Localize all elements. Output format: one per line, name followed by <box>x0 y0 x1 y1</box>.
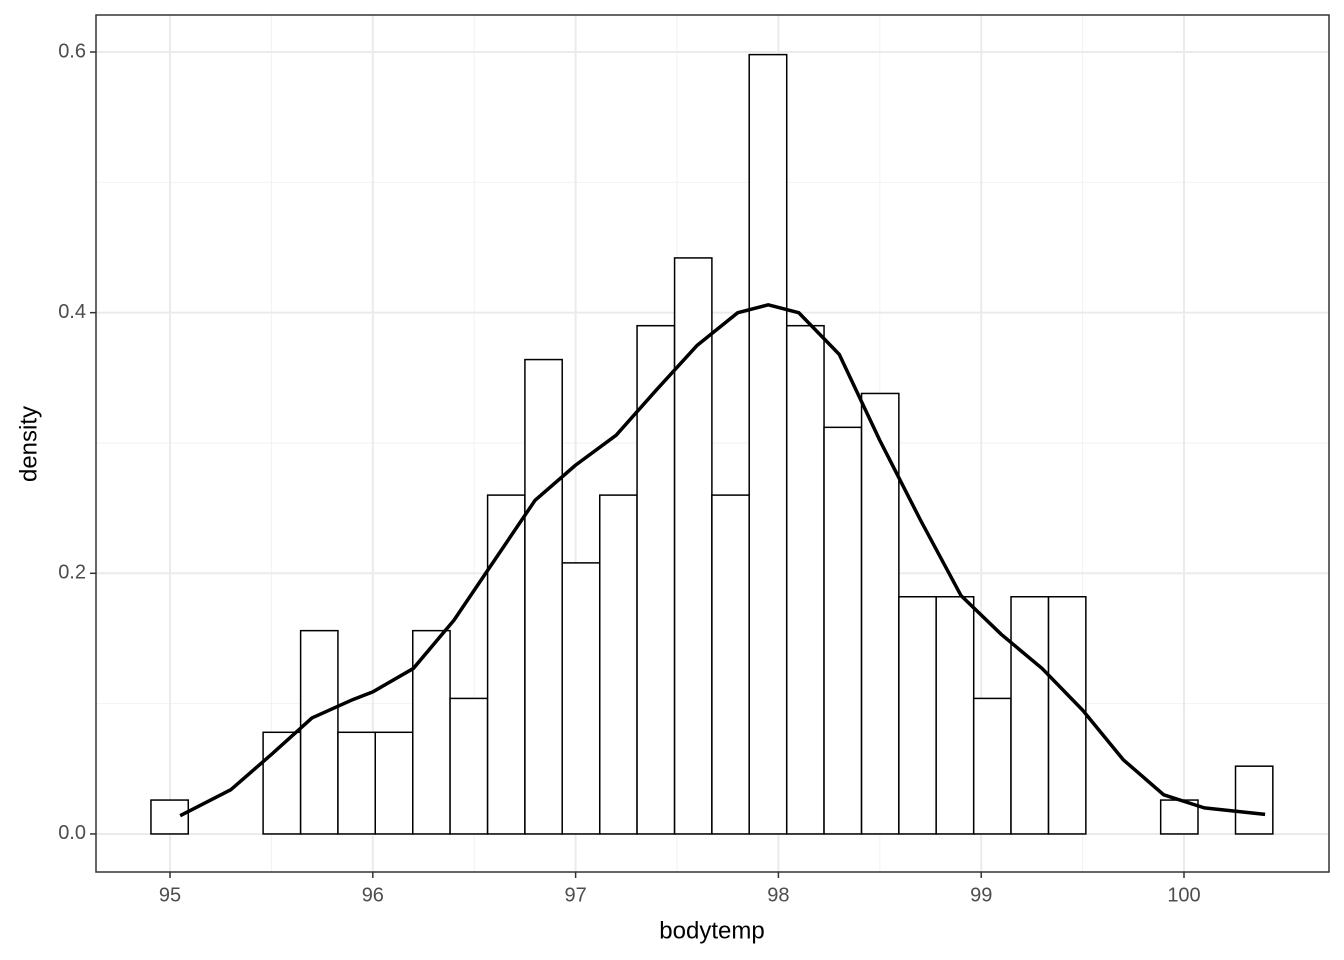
bar <box>1234 765 1274 835</box>
bar <box>1159 799 1199 835</box>
x-tick-label: 98 <box>767 884 789 906</box>
bar <box>673 257 713 835</box>
bar <box>412 629 451 835</box>
x-tick-label: 99 <box>970 884 992 906</box>
bar <box>1047 596 1087 835</box>
bar <box>374 731 414 835</box>
bar <box>823 426 863 835</box>
bar <box>748 53 788 835</box>
y-tick-label: 0.2 <box>58 562 86 584</box>
density-curve <box>179 303 1266 818</box>
bar <box>524 358 563 835</box>
x-tick-label: 97 <box>564 884 586 906</box>
bar <box>598 494 638 835</box>
bar <box>150 799 190 835</box>
x-axis-title: bodytemp <box>659 917 764 944</box>
y-tick-label: 0.6 <box>58 40 86 62</box>
x-tick-label: 100 <box>1167 884 1200 906</box>
bar <box>299 629 339 835</box>
bar <box>262 731 302 835</box>
x-tick-label: 95 <box>159 884 181 906</box>
bar <box>449 697 489 835</box>
bar <box>1010 596 1050 835</box>
bar <box>785 324 825 835</box>
bar <box>972 697 1012 835</box>
bar <box>636 324 676 835</box>
y-tick-label: 0.4 <box>58 301 86 323</box>
bar <box>935 596 975 835</box>
bar <box>561 562 601 835</box>
y-axis-title: density <box>15 406 42 482</box>
x-tick-label: 96 <box>362 884 384 906</box>
panel-border <box>95 14 1330 873</box>
bar <box>860 392 900 835</box>
bar <box>337 731 377 835</box>
y-tick-label: 0.0 <box>58 822 86 844</box>
bar <box>711 494 750 835</box>
bar <box>898 596 937 835</box>
